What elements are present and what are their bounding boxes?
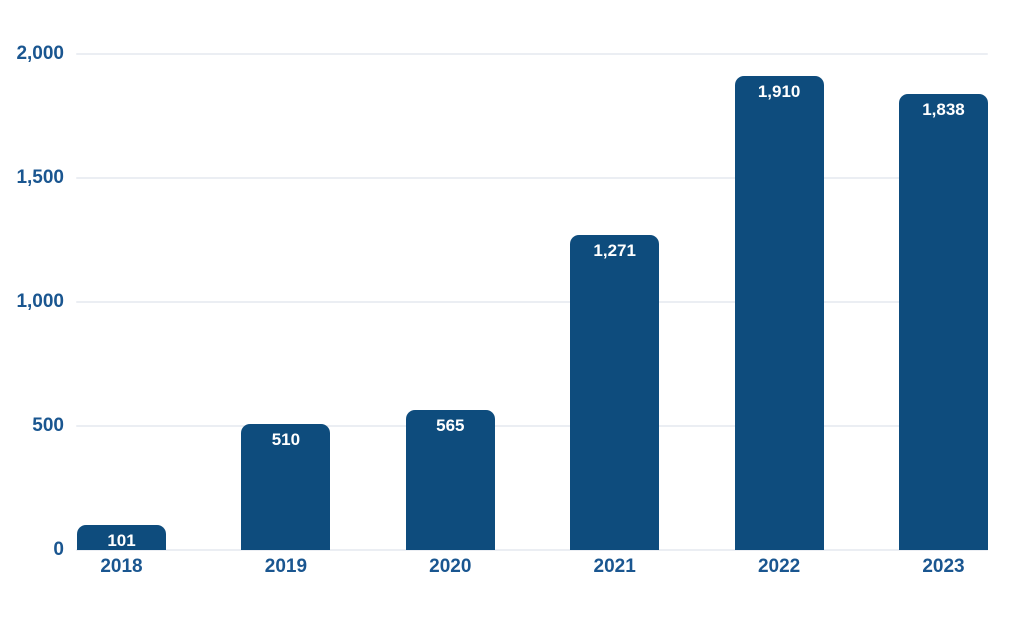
bar-value-label: 565 (436, 415, 465, 435)
bar-2022: 1,910 (734, 76, 824, 550)
bar-2020: 565 (405, 409, 495, 550)
gridline-2000 (76, 53, 988, 55)
y-axis-tick-label: 500 (32, 415, 64, 436)
bar-2021: 1,271 (570, 234, 660, 550)
y-axis-tick-label: 0 (53, 539, 64, 560)
gridline-0 (76, 549, 988, 551)
y-axis-tick-label: 1,500 (16, 167, 64, 188)
y-axis-tick-label: 1,000 (16, 291, 64, 312)
x-axis-tick-label: 2018 (100, 556, 143, 577)
bar-value-label: 101 (107, 530, 136, 550)
bar-2018: 101 (77, 524, 166, 550)
bar-value-label: 1,838 (922, 100, 965, 120)
bar-2023: 1,838 (899, 94, 988, 550)
gridline-1500 (76, 177, 988, 179)
bar-2019: 510 (241, 423, 331, 550)
gridline-1000 (76, 301, 988, 303)
y-axis-tick-label: 2,000 (16, 43, 64, 64)
x-axis-tick-label: 2022 (757, 556, 801, 577)
x-axis-tick-label: 2020 (429, 556, 472, 577)
gridline-500 (76, 425, 988, 427)
x-axis-tick-label: 2019 (264, 556, 308, 577)
bar-value-label: 510 (271, 429, 301, 449)
x-axis-tick-label: 2023 (922, 556, 965, 577)
x-axis-tick-label: 2021 (593, 556, 636, 577)
bar-value-label: 1,271 (593, 240, 636, 260)
bar-value-label: 1,910 (757, 82, 801, 102)
